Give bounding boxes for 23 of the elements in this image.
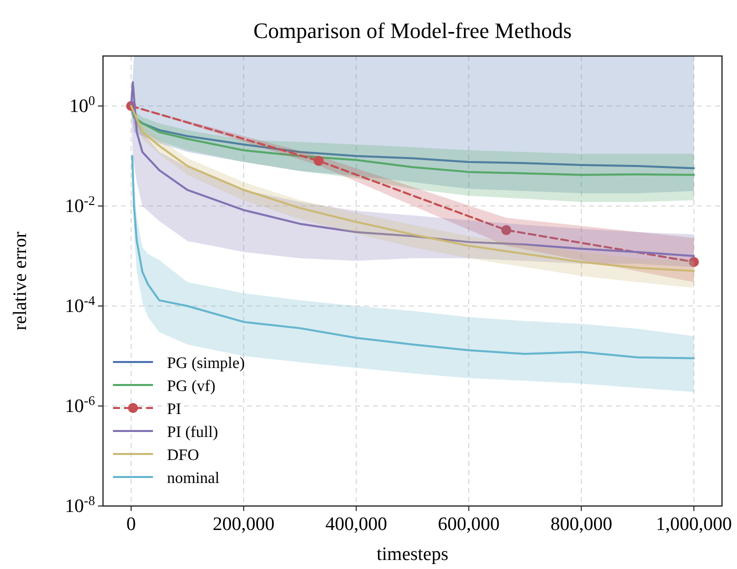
legend-label: DFO <box>167 447 200 464</box>
x-axis-title: timesteps <box>376 544 448 565</box>
x-tick-label: 800,000 <box>550 514 612 535</box>
x-tick-label: 1,000,000 <box>656 514 732 535</box>
legend-label: PI (full) <box>167 424 218 441</box>
point <box>314 156 324 166</box>
x-tick-label: 0 <box>126 514 136 535</box>
x-tick-label: 200,000 <box>212 514 275 535</box>
legend-label: nominal <box>167 470 220 487</box>
point <box>688 256 699 267</box>
y-tick-label: 10$^{-6}$ <box>64 392 96 417</box>
point <box>501 225 512 236</box>
legend-label: PG (simple) <box>167 355 245 372</box>
y-tick-label: 10$^{-8}$ <box>64 492 96 517</box>
y-axis-title: relative error <box>10 231 31 330</box>
x-tick-label: 600,000 <box>438 514 500 535</box>
chart-title: Comparison of Model-free Methods <box>253 18 572 43</box>
y-tick-label: 10$^{-4}$ <box>64 292 96 317</box>
legend-label: PG (vf) <box>167 378 216 395</box>
x-tick-label: 400,000 <box>325 514 388 535</box>
y-tick-label: 10$^{-2}$ <box>64 192 95 217</box>
legend-label: PI <box>167 401 182 418</box>
y-tick-label: 10$^{0}$ <box>69 92 96 117</box>
